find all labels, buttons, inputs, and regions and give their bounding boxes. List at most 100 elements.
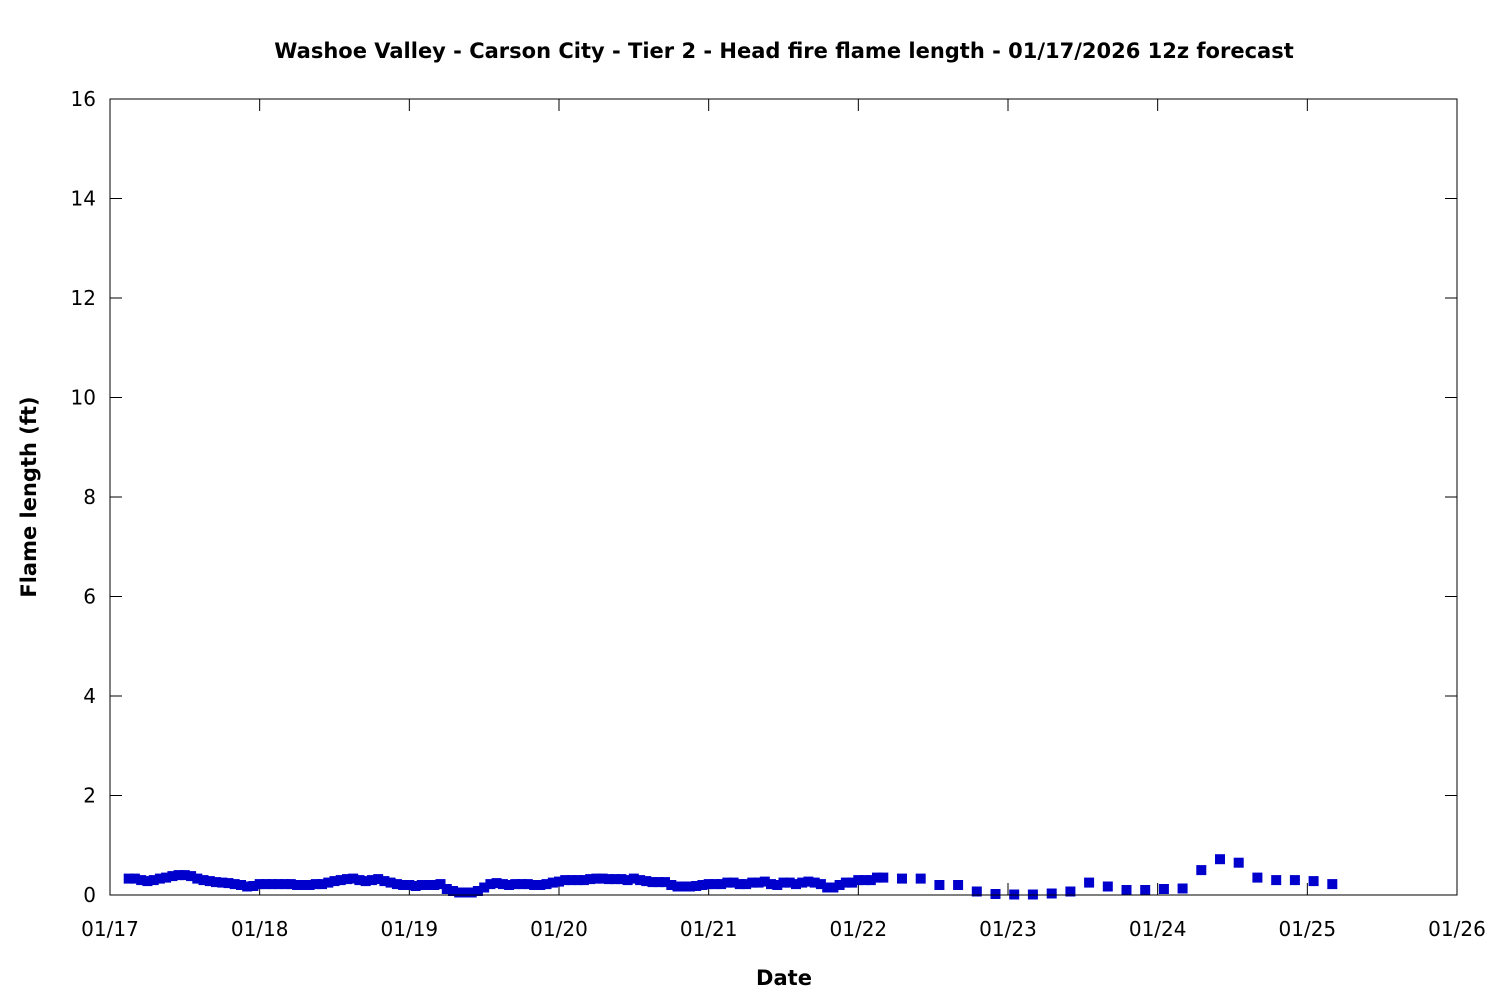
x-tick-label: 01/20 [530, 917, 588, 941]
x-tick-label: 01/25 [1279, 917, 1337, 941]
data-point [791, 879, 801, 890]
data-point [672, 881, 683, 892]
y-tick-label: 0 [83, 883, 96, 907]
data-point [323, 877, 334, 888]
data-point [660, 877, 670, 888]
data-point [709, 879, 720, 890]
data-point [373, 874, 384, 885]
plot-frame [109, 98, 1458, 896]
data-point [192, 873, 203, 884]
y-tick-label: 14 [71, 187, 96, 211]
data-point [416, 880, 427, 890]
data-point [317, 879, 327, 890]
data-point [1271, 875, 1282, 886]
data-point [510, 879, 521, 890]
data-point [1084, 877, 1095, 888]
data-point [1215, 854, 1225, 865]
data-point [154, 873, 165, 884]
data-point [129, 873, 140, 884]
data-point [298, 880, 309, 890]
y-tick-label: 16 [71, 87, 96, 111]
data-point [491, 878, 502, 889]
data-point [547, 877, 558, 888]
x-tick-label: 01/22 [830, 917, 888, 941]
data-point [273, 879, 284, 890]
x-tick-label: 01/18 [231, 917, 289, 941]
data-point [766, 879, 776, 890]
data-point [628, 873, 639, 884]
data-point [859, 875, 870, 886]
data-point [522, 879, 533, 890]
data-point [472, 886, 483, 896]
data-point [161, 872, 172, 883]
data-point [1065, 886, 1076, 897]
data-point [366, 875, 377, 886]
data-point [828, 882, 839, 893]
data-point [529, 880, 540, 890]
data-point [685, 881, 695, 892]
data-point [847, 877, 858, 888]
data-point [797, 877, 808, 888]
data-point [223, 878, 234, 889]
data-point [641, 876, 652, 887]
data-point [497, 879, 508, 890]
data-point [229, 879, 240, 890]
y-axis-label: Flame length (ft) [17, 396, 41, 597]
data-point [803, 876, 814, 887]
data-point [953, 880, 964, 890]
data-point [441, 884, 452, 894]
data-point [822, 882, 833, 893]
x-tick-label: 01/21 [680, 917, 738, 941]
data-point [778, 877, 789, 888]
data-point [1121, 885, 1132, 895]
data-point [784, 877, 795, 888]
data-point [136, 875, 147, 886]
data-point [167, 871, 178, 882]
data-point [691, 881, 702, 891]
data-point [934, 880, 945, 890]
y-tick-label: 12 [71, 286, 96, 310]
y-tick-label: 10 [71, 386, 96, 410]
data-point [335, 875, 346, 886]
data-point [1308, 876, 1319, 887]
data-point [1252, 872, 1263, 883]
data-point [1046, 888, 1057, 899]
data-point [772, 880, 783, 890]
data-point [310, 879, 321, 890]
data-point [1196, 865, 1207, 876]
data-point [716, 879, 727, 890]
x-tick-label: 01/26 [1428, 917, 1486, 941]
data-point [1140, 885, 1151, 895]
data-point [360, 876, 371, 887]
data-point [678, 881, 689, 892]
data-point [554, 876, 564, 887]
data-point [915, 873, 926, 884]
data-point [292, 880, 303, 890]
data-point [448, 886, 458, 896]
data-point [971, 886, 982, 897]
data-point [622, 875, 633, 886]
data-point [123, 873, 134, 884]
x-tick-label: 01/24 [1129, 917, 1187, 941]
data-point [211, 877, 221, 888]
data-point [541, 879, 552, 890]
data-point [404, 880, 415, 890]
data-point [815, 879, 826, 890]
data-point [834, 880, 845, 890]
data-point [485, 879, 496, 890]
x-axis-label: Date [756, 966, 812, 990]
data-point [429, 880, 440, 890]
chart-title: Washoe Valley - Carson City - Tier 2 - H… [274, 39, 1294, 63]
data-point [722, 877, 733, 888]
data-point [304, 880, 315, 890]
data-point [217, 877, 228, 888]
data-point [865, 875, 876, 886]
data-point [267, 879, 278, 890]
data-point [759, 876, 770, 887]
data-point [516, 879, 527, 890]
data-point [260, 879, 271, 890]
data-point [279, 879, 290, 890]
data-point [379, 876, 390, 887]
data-point [173, 870, 184, 881]
y-tick-label: 2 [83, 784, 96, 808]
